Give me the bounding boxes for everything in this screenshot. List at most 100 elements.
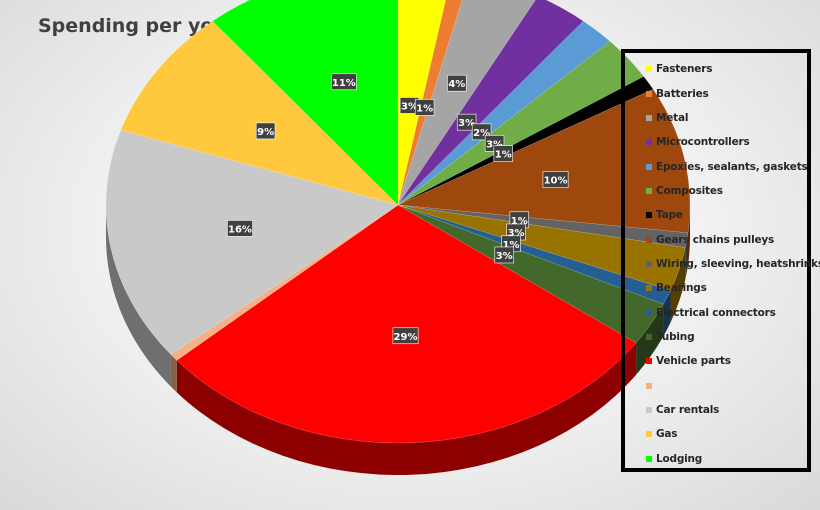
svg-text:1%: 1% (495, 150, 512, 161)
legend-item-13 (625, 373, 807, 397)
data-label-1: 1% (414, 99, 435, 116)
legend-item-11: Tubing (625, 325, 807, 349)
pie-slice-15 (120, 20, 399, 206)
svg-text:29%: 29% (394, 332, 418, 343)
legend-swatch (646, 66, 652, 73)
pie-slice-9 (397, 204, 686, 291)
chart-title: Spending per year (38, 15, 236, 37)
svg-text:3%: 3% (486, 139, 503, 150)
legend-swatch (646, 285, 652, 292)
svg-text:3%: 3% (496, 251, 513, 262)
legend-item-3: Microcontrollers (625, 130, 807, 154)
legend-item-15: Gas (625, 422, 807, 446)
legend-swatch (646, 406, 652, 413)
pie-slice-13 (170, 204, 399, 361)
legend-item-5: Composites (625, 179, 807, 203)
legend-item-16: Lodging (625, 447, 807, 471)
pie-side-9 (670, 247, 686, 323)
legend-label: Lodging (656, 452, 703, 465)
legend-swatch (646, 163, 652, 170)
svg-text:1%: 1% (416, 103, 433, 114)
data-label-2: 4% (447, 74, 467, 92)
legend-label: Car rentals (656, 403, 720, 416)
pie-labels: 3%1%4%3%2%3%1%10%1%3%1%3%29%16%9%11% (227, 73, 569, 345)
legend-label: Vehicle parts (656, 355, 731, 368)
legend-swatch (646, 309, 652, 316)
svg-text:1%: 1% (511, 216, 528, 227)
legend-label: Microcontrollers (656, 136, 750, 149)
legend-item-10: Electrical connectors (625, 300, 807, 324)
svg-text:10%: 10% (544, 176, 568, 187)
legend-label: Wiring, sleeving, heatshrinks (656, 257, 820, 270)
svg-text:9%: 9% (257, 127, 274, 138)
data-label-6: 1% (493, 145, 513, 162)
pie-side-14 (106, 205, 171, 387)
legend-item-7: Gears chains pulleys (625, 227, 807, 251)
data-label-11: 3% (494, 246, 514, 264)
legend-label: Fasteners (656, 63, 713, 76)
pie-slice-6 (397, 76, 654, 206)
legend-label: Gas (656, 428, 678, 441)
svg-text:3%: 3% (401, 101, 418, 112)
svg-text:11%: 11% (332, 78, 356, 89)
legend-item-4: Epoxies, sealants, gaskets (625, 154, 808, 178)
pie-slice-12 (176, 204, 637, 444)
pie-slice-8 (397, 204, 689, 248)
legend: Fasteners Batteries Metal Microcontrollers E… (621, 49, 820, 472)
legend-swatch (646, 236, 652, 243)
legend-item-1: Batteries (625, 81, 807, 105)
legend-swatch (646, 333, 652, 340)
legend-label: Bearings (656, 282, 707, 295)
legend-swatch (646, 358, 652, 365)
data-label-7: 10% (542, 171, 569, 188)
legend-label: Metal (656, 111, 689, 124)
legend-swatch (646, 139, 652, 146)
pie-slice-3 (397, 0, 584, 206)
legend-label: Epoxies, sealants, gaskets (656, 160, 808, 173)
data-label-15: 9% (255, 122, 276, 140)
legend-label: Gears chains pulleys (656, 233, 775, 246)
pie-slice-7 (397, 88, 691, 234)
pie-slice-5 (397, 41, 645, 206)
svg-text:4%: 4% (448, 79, 465, 90)
legend-item-8: Wiring, sleeving, heatshrinks (625, 252, 820, 276)
legend-label: Tubing (656, 330, 695, 343)
pie-slice-16 (212, 0, 399, 206)
legend-item-12: Vehicle parts (625, 349, 807, 373)
data-label-12: 29% (392, 327, 419, 345)
legend-item-9: Bearings (625, 276, 807, 300)
pie-slice-14 (105, 129, 399, 355)
pie-side-10 (663, 290, 671, 337)
svg-text:3%: 3% (458, 118, 475, 129)
pie-side-8 (685, 232, 688, 280)
legend-item-14: Car rentals (625, 398, 807, 422)
legend-swatch (646, 260, 652, 267)
legend-swatch (646, 431, 652, 438)
data-label-16: 11% (330, 73, 357, 91)
pie-slice-4 (397, 20, 611, 206)
legend-swatch (646, 114, 652, 121)
legend-swatch (646, 187, 652, 194)
pie-side-7 (687, 205, 690, 265)
legend-label: Composites (656, 184, 723, 197)
legend-swatch (646, 90, 652, 97)
legend-label: Batteries (656, 87, 709, 100)
svg-text:16%: 16% (228, 224, 252, 235)
data-label-3: 3% (456, 113, 477, 131)
data-label-14: 16% (227, 220, 253, 237)
legend-label: Electrical connectors (656, 306, 776, 319)
pie-slice-11 (397, 204, 664, 344)
legend-item-0: Fasteners (625, 57, 807, 81)
pie-slice-10 (397, 204, 671, 305)
pie-slice-2 (397, 0, 536, 206)
pie-side (106, 205, 690, 476)
pie-side-13 (170, 354, 177, 393)
legend-swatch (646, 382, 652, 389)
svg-text:3%: 3% (508, 228, 525, 239)
legend-swatch (646, 455, 652, 462)
svg-text:1%: 1% (503, 240, 520, 251)
legend-item-6: Tape (625, 203, 807, 227)
legend-swatch (646, 212, 652, 219)
legend-item-2: Metal (625, 106, 807, 130)
